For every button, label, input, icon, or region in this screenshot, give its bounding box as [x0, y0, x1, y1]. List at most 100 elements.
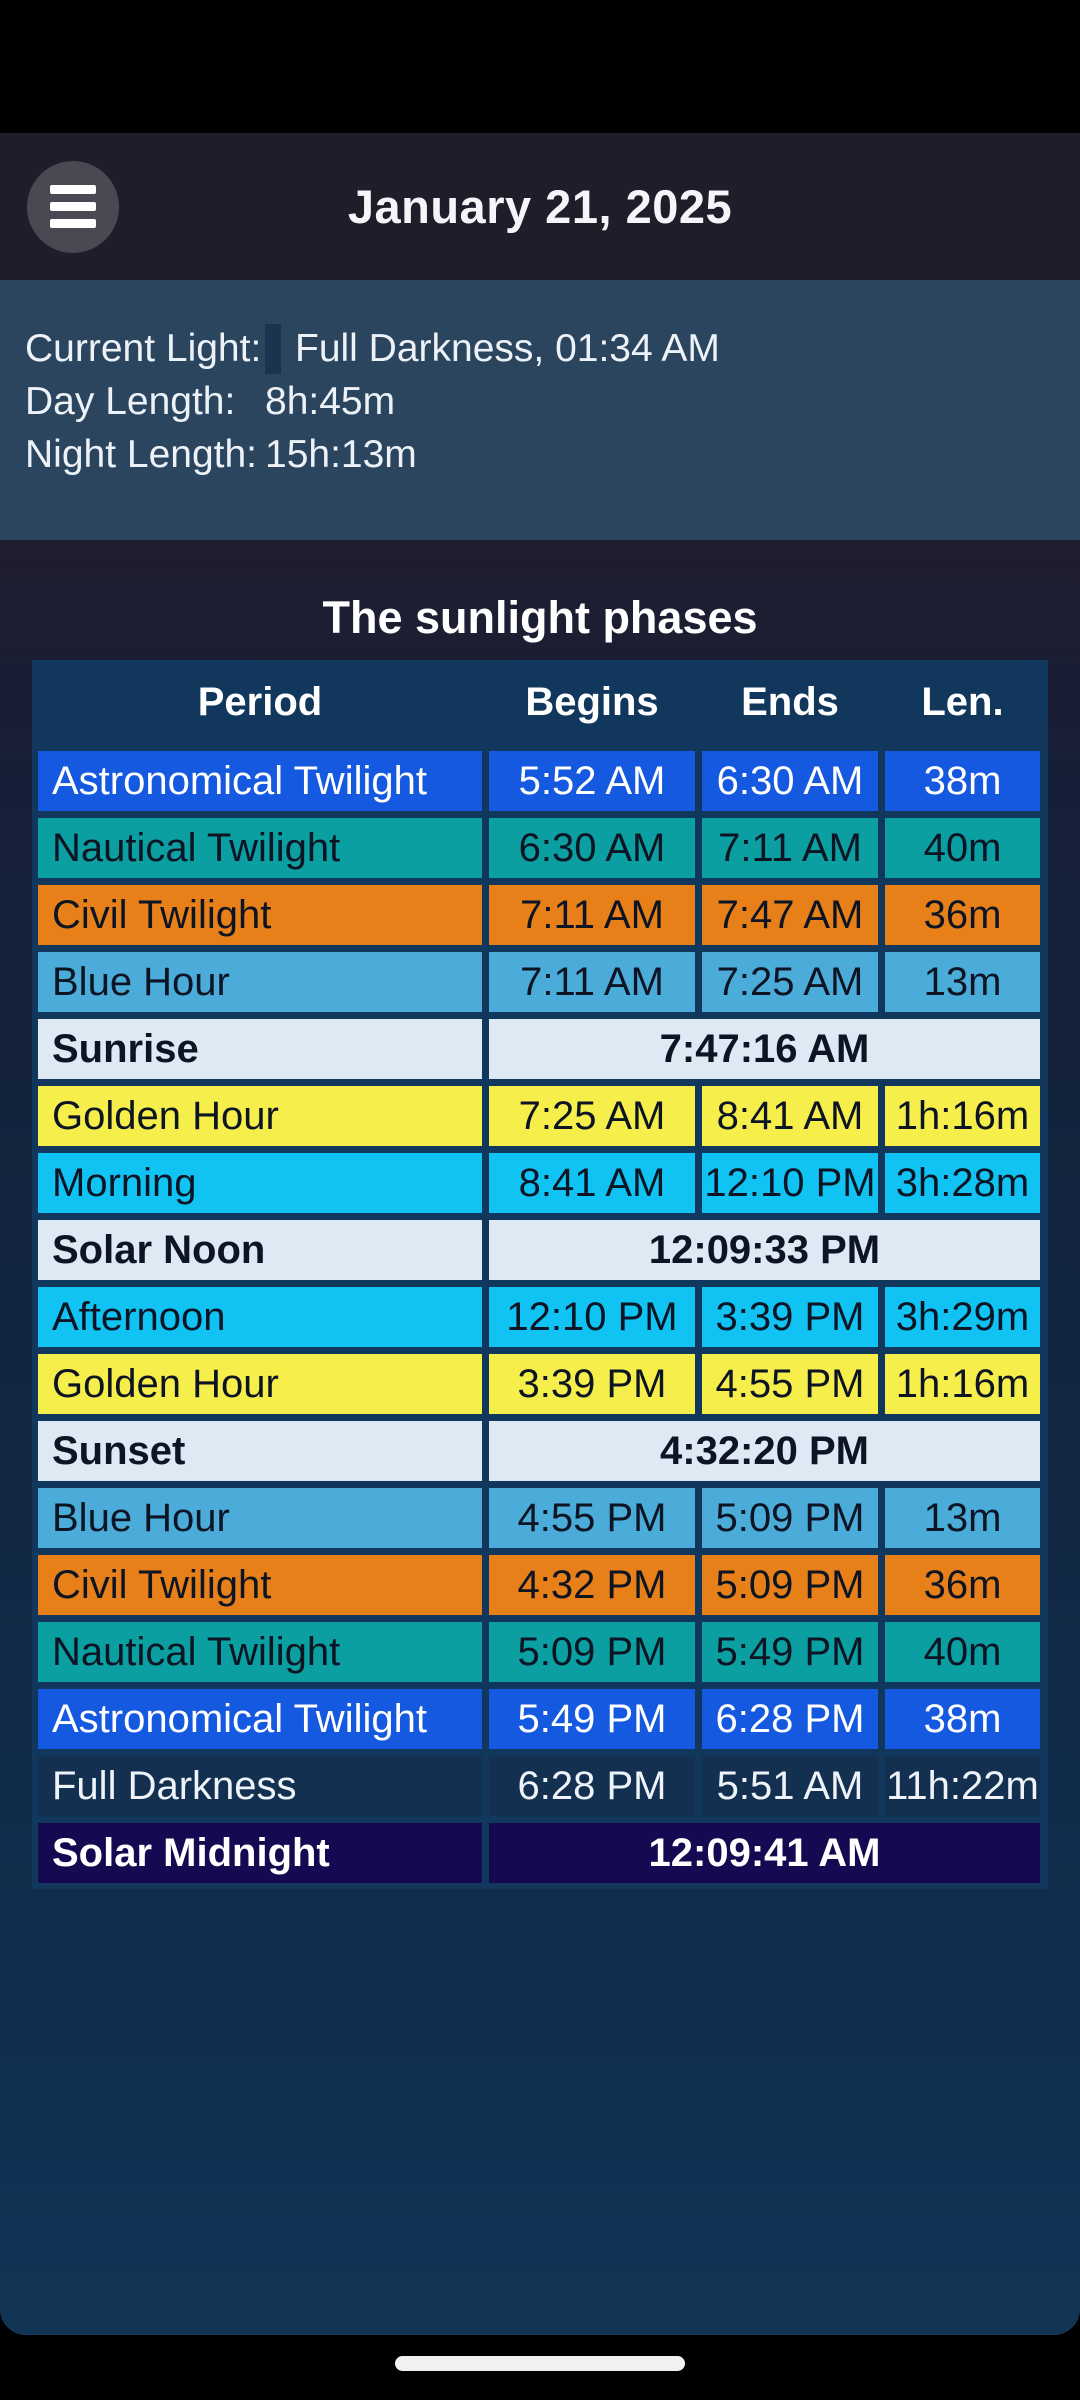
column-header-len: Len. — [921, 679, 1004, 724]
column-header-begins: Begins — [525, 679, 659, 724]
night-length-value: 15h:13m — [265, 432, 417, 476]
event-time-cell: 4:32:20 PM — [489, 1421, 1040, 1481]
night-length-row: Night Length: 15h:13m — [25, 428, 1055, 481]
table-row: Afternoon 12:10 PM 3:39 PM 3h:29m — [38, 1287, 1042, 1347]
begins-cell: 4:32 PM — [489, 1555, 695, 1615]
app-window: January 21, 2025 Current Light: Full Dar… — [0, 133, 1080, 2335]
length-cell: 13m — [885, 952, 1040, 1012]
begins-cell: 7:25 AM — [489, 1086, 695, 1146]
begins-cell: 12:10 PM — [489, 1287, 695, 1347]
ends-cell: 5:09 PM — [702, 1488, 878, 1548]
table-row: Civil Twilight 7:11 AM 7:47 AM 36m — [38, 885, 1042, 945]
ends-cell: 4:55 PM — [702, 1354, 878, 1414]
home-indicator[interactable] — [395, 2356, 685, 2371]
ends-cell: 8:41 AM — [702, 1086, 878, 1146]
column-header-ends: Ends — [741, 679, 839, 724]
table-row: Solar Midnight 12:09:41 AM — [38, 1823, 1042, 1883]
period-cell: Blue Hour — [38, 1488, 482, 1548]
length-cell: 3h:28m — [885, 1153, 1040, 1213]
table-row: Golden Hour 7:25 AM 8:41 AM 1h:16m — [38, 1086, 1042, 1146]
period-cell: Morning — [38, 1153, 482, 1213]
table-row: Astronomical Twilight 5:49 PM 6:28 PM 38m — [38, 1689, 1042, 1749]
begins-cell: 8:41 AM — [489, 1153, 695, 1213]
table-row: Nautical Twilight 6:30 AM 7:11 AM 40m — [38, 818, 1042, 878]
table-row: Astronomical Twilight 5:52 AM 6:30 AM 38m — [38, 751, 1042, 811]
length-cell: 38m — [885, 751, 1040, 811]
ends-cell: 12:10 PM — [702, 1153, 878, 1213]
table-header-row: Period Begins Ends Len. — [38, 660, 1042, 744]
length-cell: 40m — [885, 818, 1040, 878]
current-light-row: Current Light: Full Darkness, 01:34 AM — [25, 322, 1055, 375]
current-light-value: Full Darkness, 01:34 AM — [295, 326, 720, 370]
bottom-banner-area — [0, 2279, 1080, 2335]
ends-cell: 5:09 PM — [702, 1555, 878, 1615]
period-cell: Sunrise — [38, 1019, 482, 1079]
ends-cell: 7:25 AM — [702, 952, 878, 1012]
begins-cell: 4:55 PM — [489, 1488, 695, 1548]
period-cell: Civil Twilight — [38, 1555, 482, 1615]
period-cell: Solar Midnight — [38, 1823, 482, 1883]
table-row: Nautical Twilight 5:09 PM 5:49 PM 40m — [38, 1622, 1042, 1682]
page-title: January 21, 2025 — [347, 180, 733, 233]
length-cell: 1h:16m — [885, 1354, 1040, 1414]
current-light-label: Current Light: — [25, 326, 262, 370]
period-cell: Full Darkness — [38, 1756, 482, 1816]
period-cell: Sunset — [38, 1421, 482, 1481]
length-cell: 36m — [885, 1555, 1040, 1615]
day-length-row: Day Length: 8h:45m — [25, 375, 1055, 428]
length-cell: 1h:16m — [885, 1086, 1040, 1146]
table-row: Morning 8:41 AM 12:10 PM 3h:28m — [38, 1153, 1042, 1213]
table-row: Full Darkness 6:28 PM 5:51 AM 11h:22m — [38, 1756, 1042, 1816]
period-cell: Astronomical Twilight — [38, 751, 482, 811]
sunlight-phases-table: Period Begins Ends Len. Astronomical Twi… — [32, 660, 1048, 1889]
table-row: Golden Hour 3:39 PM 4:55 PM 1h:16m — [38, 1354, 1042, 1414]
table-row: Civil Twilight 4:32 PM 5:09 PM 36m — [38, 1555, 1042, 1615]
day-length-label: Day Length: — [25, 379, 236, 423]
begins-cell: 7:11 AM — [489, 885, 695, 945]
table-row: Sunset 4:32:20 PM — [38, 1421, 1042, 1481]
ends-cell: 7:11 AM — [702, 818, 878, 878]
period-cell: Golden Hour — [38, 1086, 482, 1146]
ends-cell: 5:49 PM — [702, 1622, 878, 1682]
length-cell: 40m — [885, 1622, 1040, 1682]
table-row: Solar Noon 12:09:33 PM — [38, 1220, 1042, 1280]
event-time-cell: 7:47:16 AM — [489, 1019, 1040, 1079]
begins-cell: 6:30 AM — [489, 818, 695, 878]
period-cell: Nautical Twilight — [38, 818, 482, 878]
length-cell: 36m — [885, 885, 1040, 945]
event-time-cell: 12:09:33 PM — [489, 1220, 1040, 1280]
begins-cell: 3:39 PM — [489, 1354, 695, 1414]
ends-cell: 6:30 AM — [702, 751, 878, 811]
period-cell: Golden Hour — [38, 1354, 482, 1414]
current-light-color-swatch — [265, 323, 281, 374]
ends-cell: 3:39 PM — [702, 1287, 878, 1347]
main-content: The sunlight phases Period Begins Ends L… — [0, 540, 1080, 2335]
period-cell: Afternoon — [38, 1287, 482, 1347]
period-cell: Civil Twilight — [38, 885, 482, 945]
night-length-label: Night Length: — [25, 432, 258, 476]
table-row: Blue Hour 4:55 PM 5:09 PM 13m — [38, 1488, 1042, 1548]
ends-cell: 6:28 PM — [702, 1689, 878, 1749]
begins-cell: 5:49 PM — [489, 1689, 695, 1749]
summary-panel: Current Light: Full Darkness, 01:34 AM D… — [0, 280, 1080, 540]
period-cell: Solar Noon — [38, 1220, 482, 1280]
length-cell: 3h:29m — [885, 1287, 1040, 1347]
app-header-bar: January 21, 2025 — [0, 133, 1080, 280]
length-cell: 13m — [885, 1488, 1040, 1548]
begins-cell: 7:11 AM — [489, 952, 695, 1012]
table-row: Sunrise 7:47:16 AM — [38, 1019, 1042, 1079]
period-cell: Blue Hour — [38, 952, 482, 1012]
begins-cell: 5:09 PM — [489, 1622, 695, 1682]
menu-button[interactable] — [27, 160, 119, 253]
ends-cell: 5:51 AM — [702, 1756, 878, 1816]
length-cell: 38m — [885, 1689, 1040, 1749]
table-title: The sunlight phases — [322, 592, 758, 643]
table-row: Blue Hour 7:11 AM 7:25 AM 13m — [38, 952, 1042, 1012]
column-header-period: Period — [197, 679, 323, 724]
ends-cell: 7:47 AM — [702, 885, 878, 945]
day-length-value: 8h:45m — [265, 379, 396, 423]
begins-cell: 5:52 AM — [489, 751, 695, 811]
period-cell: Nautical Twilight — [38, 1622, 482, 1682]
event-time-cell: 12:09:41 AM — [489, 1823, 1040, 1883]
